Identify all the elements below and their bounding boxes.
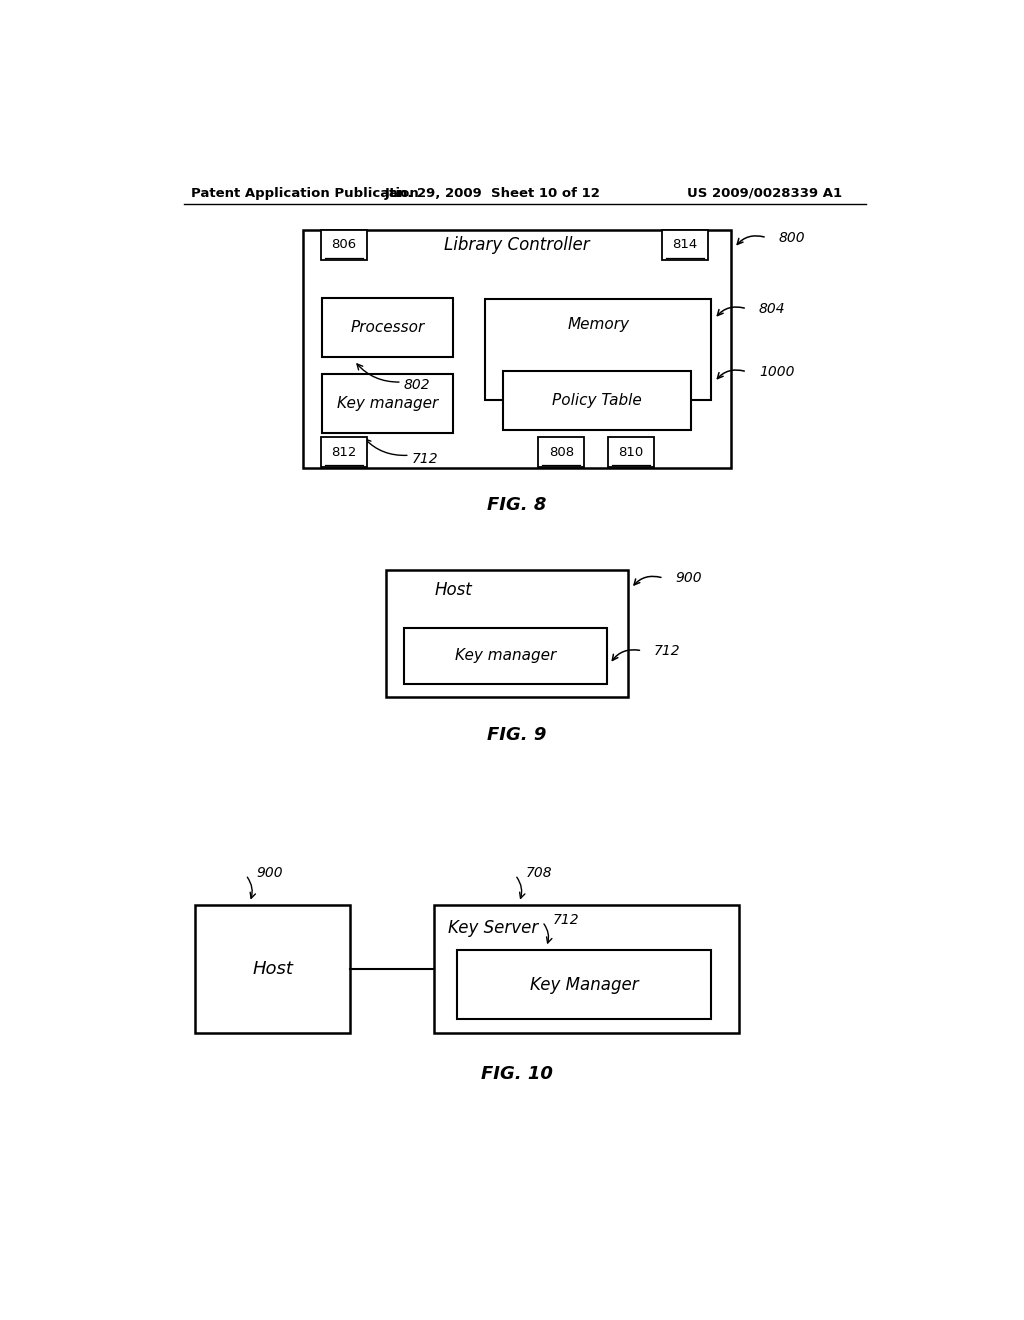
Text: 808: 808 <box>549 446 573 458</box>
Text: 712: 712 <box>412 453 438 466</box>
Text: Library Controller: Library Controller <box>444 236 590 253</box>
Text: Memory: Memory <box>567 317 629 331</box>
Text: 804: 804 <box>759 302 785 315</box>
Text: FIG. 9: FIG. 9 <box>487 726 547 743</box>
Text: Patent Application Publication: Patent Application Publication <box>191 187 419 199</box>
Text: 802: 802 <box>403 378 430 392</box>
FancyBboxPatch shape <box>503 371 691 430</box>
FancyBboxPatch shape <box>485 298 712 400</box>
Text: 814: 814 <box>673 239 697 251</box>
Text: 812: 812 <box>331 446 356 458</box>
Text: FIG. 8: FIG. 8 <box>487 496 547 513</box>
Text: Key manager: Key manager <box>337 396 438 411</box>
FancyBboxPatch shape <box>321 230 367 260</box>
Text: FIG. 10: FIG. 10 <box>481 1065 553 1082</box>
Text: 800: 800 <box>779 231 806 244</box>
FancyBboxPatch shape <box>321 437 367 467</box>
FancyBboxPatch shape <box>458 950 712 1019</box>
Text: Jan. 29, 2009  Sheet 10 of 12: Jan. 29, 2009 Sheet 10 of 12 <box>385 187 601 199</box>
Text: Key Server: Key Server <box>447 919 539 937</box>
FancyBboxPatch shape <box>433 906 739 1032</box>
Text: Host: Host <box>252 960 293 978</box>
Text: 900: 900 <box>676 572 702 585</box>
Text: 1000: 1000 <box>759 364 795 379</box>
Text: Key manager: Key manager <box>455 648 556 664</box>
Text: 708: 708 <box>525 866 552 880</box>
FancyBboxPatch shape <box>539 437 585 467</box>
Text: 900: 900 <box>256 866 283 880</box>
Text: US 2009/0028339 A1: US 2009/0028339 A1 <box>687 187 842 199</box>
FancyBboxPatch shape <box>323 297 454 356</box>
FancyBboxPatch shape <box>663 230 709 260</box>
Text: 806: 806 <box>332 239 356 251</box>
Text: Processor: Processor <box>351 319 425 335</box>
Text: Key Manager: Key Manager <box>530 975 639 994</box>
FancyBboxPatch shape <box>303 230 731 469</box>
FancyBboxPatch shape <box>404 628 606 684</box>
Text: 712: 712 <box>654 644 681 657</box>
FancyBboxPatch shape <box>323 374 454 433</box>
FancyBboxPatch shape <box>608 437 654 467</box>
Text: 810: 810 <box>618 446 644 458</box>
Text: Policy Table: Policy Table <box>552 393 642 408</box>
Text: 712: 712 <box>553 912 580 927</box>
FancyBboxPatch shape <box>386 570 628 697</box>
FancyBboxPatch shape <box>196 906 350 1032</box>
Text: Host: Host <box>435 581 472 599</box>
